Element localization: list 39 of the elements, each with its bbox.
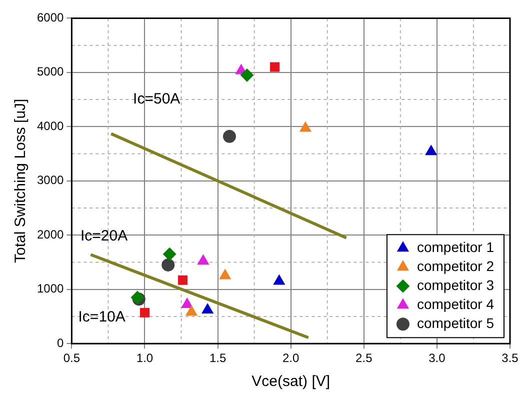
x-tick-label: 1.0 [136,351,154,366]
y-tick-label: 5000 [36,64,64,79]
y-tick-label: 2000 [36,227,64,242]
legend-label: competitor 2 [416,258,494,274]
x-tick-label: 2.0 [282,351,300,366]
x-tick-label: 1.5 [209,351,226,366]
x-tick-label: 0.5 [63,351,80,366]
y-tick-label: 4000 [36,118,64,133]
legend-label: competitor 4 [416,296,494,312]
x-tick-label: 2.5 [356,351,373,366]
point [162,258,175,272]
y-tick-label: 1000 [36,282,64,296]
y-axis-title: Total Switching Loss [uJ] [12,98,30,264]
point [425,145,437,156]
legend-label: competitor 5 [416,314,494,331]
point [202,303,214,314]
y-tick-label: 6000 [36,10,64,25]
x-axis-title: Vce(sat) [V] [252,373,330,390]
point [181,298,193,308]
point [186,306,198,316]
point [222,130,236,143]
annotation: Ic=10A [78,308,126,326]
point [270,62,280,72]
legend-label: competitor 3 [416,276,494,293]
y-tick-label: 0 [57,336,64,350]
x-tick-label: 3.0 [428,351,446,366]
point [273,274,285,285]
point [163,248,176,261]
point [178,275,188,285]
legend-label: competitor 1 [416,238,494,255]
annotation: Ic=50A [133,90,180,108]
point [197,254,209,265]
y-tick-label: 3000 [36,173,64,188]
point [300,122,312,132]
x-tick-label: 3.5 [502,351,519,366]
point [240,68,254,82]
point [140,308,150,318]
annotation: Ic=20A [80,227,128,244]
point [219,269,231,280]
